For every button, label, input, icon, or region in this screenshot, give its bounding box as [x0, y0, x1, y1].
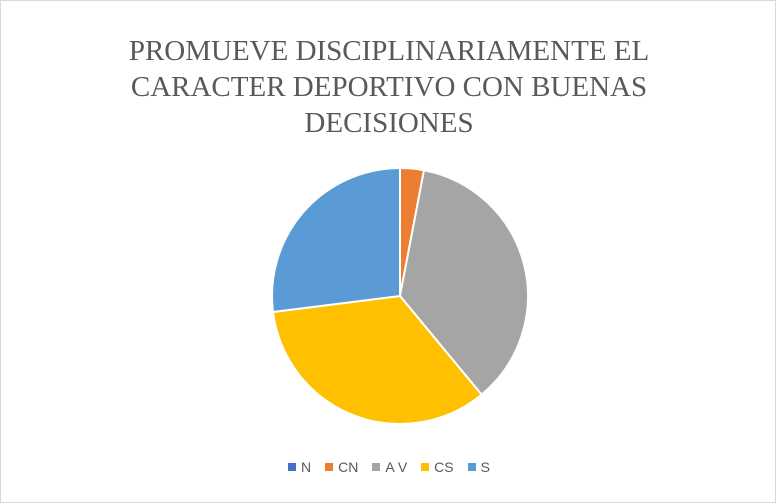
- legend-label: CS: [434, 459, 454, 475]
- legend-swatch: [372, 463, 381, 471]
- legend-swatch: [288, 463, 297, 471]
- pie-slice: [398, 169, 529, 397]
- legend-label: N: [301, 459, 312, 475]
- legend-label: CN: [338, 459, 359, 475]
- legend-item: CS: [421, 459, 454, 475]
- legend-item: N: [288, 459, 311, 475]
- legend-swatch: [467, 463, 476, 471]
- legend-swatch: [325, 463, 334, 471]
- legend-label: A V: [385, 459, 408, 475]
- legend-swatch: [421, 463, 430, 471]
- legend-item: CN: [325, 459, 358, 475]
- legend-label: S: [480, 459, 490, 475]
- pie-slice: [271, 166, 401, 314]
- legend-item: A V: [372, 459, 407, 475]
- chart-title: PROMUEVE DISCIPLINARIAMENTE EL CARACTER …: [128, 35, 650, 139]
- legend-item: S: [467, 459, 490, 475]
- pie-slice: [271, 294, 483, 425]
- legend: N CN A V CS S: [1, 459, 776, 475]
